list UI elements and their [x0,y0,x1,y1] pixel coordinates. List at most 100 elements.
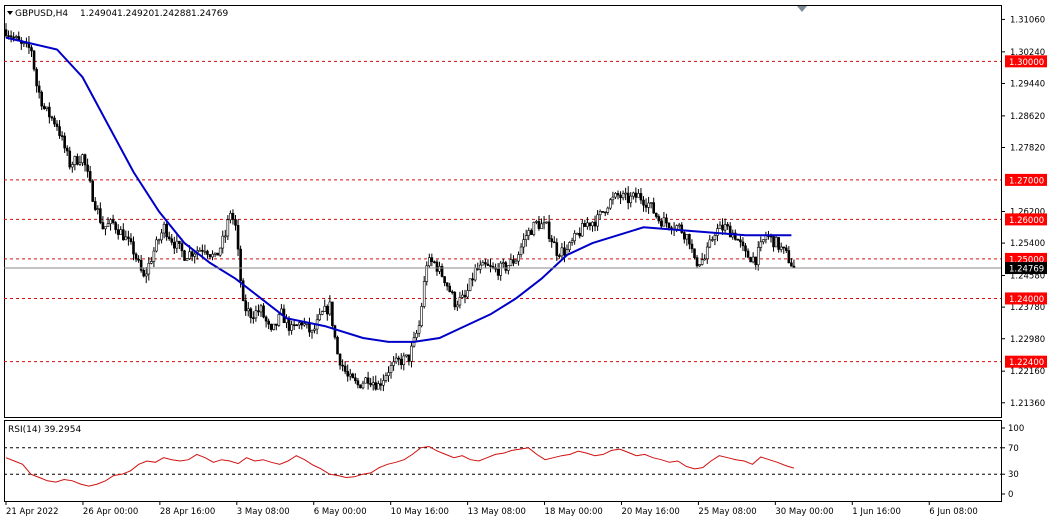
price-tick-label: 1.29440 [1010,79,1045,89]
candle-body [642,199,645,206]
candle-body [665,217,668,224]
candle-body [241,280,245,302]
time-tick-label: 21 Apr 2022 [6,507,59,517]
candle-body [104,226,107,230]
candle-body [76,156,79,165]
candle-body [249,308,253,319]
candle-body [160,232,163,241]
candle-body [654,212,658,217]
candle-body [86,164,89,172]
candle-body [198,249,202,252]
candle-body [660,220,663,227]
candle-body [7,35,10,37]
candle-body [739,239,742,243]
candle-body [545,221,548,224]
candle-body [782,246,786,249]
candle-body [649,202,653,204]
candle-body [93,201,97,210]
candle-body [667,222,671,228]
candle-body [754,256,758,266]
candle-body [711,239,714,241]
time-tick-label: 13 May 08:00 [468,507,526,517]
time-axis: 21 Apr 2022 26 Apr 00:00 28 Apr 16:00 3 May… [5,501,978,517]
candle-body [586,222,589,227]
candle-body [769,235,773,238]
symbol-dropdown-icon[interactable] [7,11,13,15]
candle-body [338,353,342,366]
candle-body [397,357,401,360]
candle-body [741,241,745,247]
horizontal-levels [4,60,1001,363]
time-tick-label: 18 May 00:00 [545,507,603,517]
candle-body [596,214,599,227]
candle-body [624,192,627,195]
candle-body [221,235,225,249]
candle-body [292,324,296,326]
candle-body [73,156,77,165]
candle-body [721,224,724,231]
candle-body [111,219,115,223]
candle-body [213,252,217,255]
candle-body [356,380,360,386]
price-tick-label: 1.27820 [1010,143,1045,153]
candle-body [376,383,380,390]
candle-body [427,257,431,267]
candle-body [405,354,408,357]
candle-body [348,373,352,377]
candle-body [58,126,61,136]
candle-body [540,223,543,229]
candle-body [175,240,179,249]
candle-body [12,36,15,39]
candle-body [272,323,276,330]
price-badge-label: 1.30000 [1009,58,1044,68]
candle-body [369,383,372,386]
candle-body [91,180,94,202]
ohlc-close: 1.24769 [191,9,228,19]
time-tick-label: 28 Apr 16:00 [160,507,215,517]
candle-body [35,68,38,87]
candle-body [178,240,181,244]
candle-body [65,147,69,152]
ohlc-open: 1.24904 [80,9,117,19]
rsi-frame [4,420,1002,502]
price-axis: 1.31060 1.30240 1.29440 1.28620 1.27820 1.262… [1001,15,1045,409]
candle-body [407,354,411,362]
price-badge-label: 1.25000 [1009,255,1044,265]
candle-body [634,192,638,198]
ohlc-high: 1.24920 [117,9,154,19]
candle-body [680,224,684,233]
candle-body [341,364,344,367]
candle-body [733,232,737,240]
candle-body [252,317,255,320]
candle-body [244,300,247,312]
candle-body [188,251,191,259]
candle-body [779,246,783,250]
price-tick-label: 1.31060 [1010,15,1045,25]
candle-body [262,305,265,318]
price-badge [1005,355,1047,368]
time-tick-label: 30 May 00:00 [775,507,833,517]
candle-body [537,221,541,229]
rsi-tick-label: 70 [1008,444,1019,454]
time-tick-label: 20 May 16:00 [621,507,679,517]
candle-body [101,222,105,230]
candle-body [705,246,709,260]
candle-body [512,259,515,264]
candle-body [723,224,727,231]
price-badge [1005,292,1047,305]
candle-body [614,193,617,198]
price-tick-label: 1.22160 [1010,367,1045,377]
candle-body [693,248,696,258]
candle-body [323,305,327,312]
candle-body [379,383,383,386]
candle-body [517,254,520,262]
candle-body [308,322,311,333]
scroll-marker-icon[interactable] [797,6,807,12]
candle-body [60,135,64,137]
candle-body [453,292,457,308]
candle-body [310,330,314,333]
candle-body [601,211,605,213]
price-badge [1005,213,1047,226]
candle-body [499,262,503,276]
candle-body [593,221,597,227]
